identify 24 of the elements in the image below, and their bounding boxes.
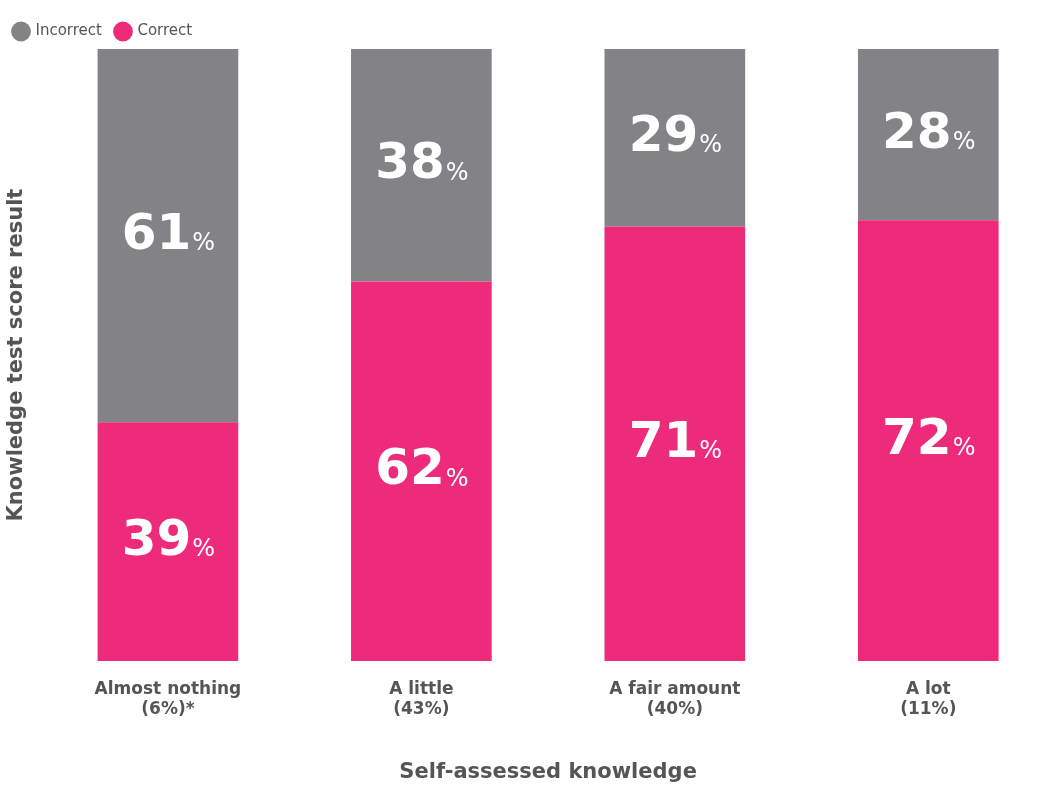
data-label: 29% <box>628 104 723 163</box>
data-label: 72% <box>882 407 976 466</box>
data-label: 28% <box>882 101 976 160</box>
data-label: 39% <box>121 508 216 567</box>
y-axis-title: Knowledge test score result <box>3 188 28 522</box>
bar <box>351 281 492 661</box>
bar <box>604 49 746 227</box>
x-tick-label: Almost nothing (6%)* <box>94 677 242 719</box>
data-label: 61% <box>121 202 216 261</box>
data-label: 38% <box>375 132 469 191</box>
legend-label: Incorrect <box>35 21 103 40</box>
bar <box>351 49 492 282</box>
x-tick-label: A fair amount (40%) <box>609 677 741 719</box>
data-label: 62% <box>375 438 469 497</box>
bar <box>97 49 239 423</box>
bar <box>857 49 999 221</box>
x-tick-label: A little (43%) <box>389 677 454 719</box>
data-label: 71% <box>628 410 723 469</box>
x-tick-label: A lot (11%) <box>900 677 957 719</box>
legend-label: Correct <box>137 21 193 40</box>
bar <box>97 422 239 661</box>
bar <box>604 226 746 661</box>
x-axis-title: Self-assessed knowledge <box>399 758 697 783</box>
bar <box>857 220 999 661</box>
